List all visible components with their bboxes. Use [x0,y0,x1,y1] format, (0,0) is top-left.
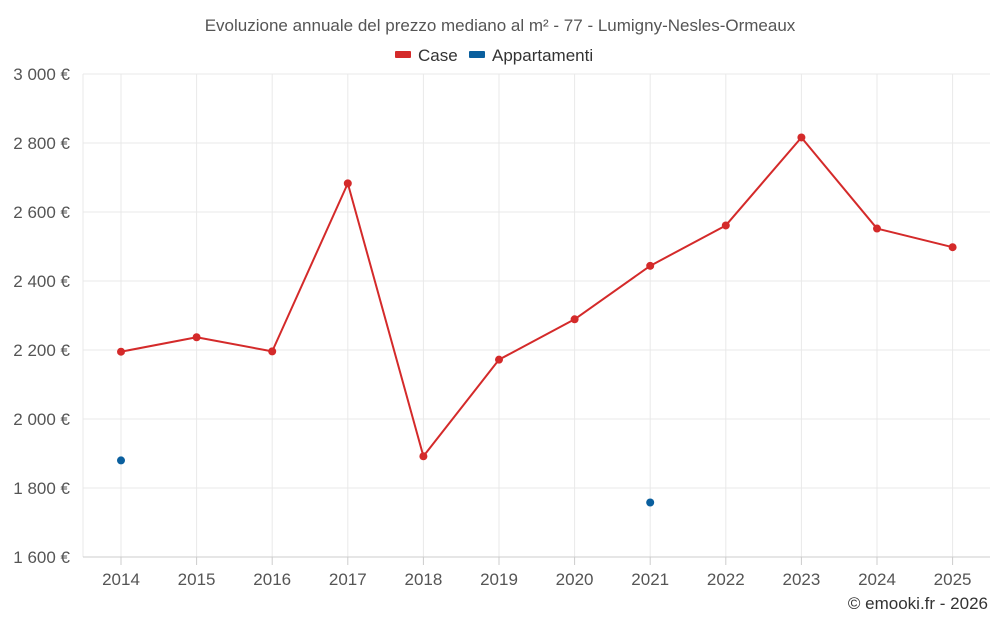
data-point-case[interactable] [646,261,655,270]
x-axis: 2014 2015 2016 2017 2018 2019 2020 2021 2022 2023… [83,556,990,589]
chart-title: Evoluzione annuale del prezzo mediano al… [205,16,796,35]
y-tick-label: 2 000 € [13,410,70,429]
x-tick-label: 2025 [934,570,972,589]
y-axis: 1 600 € 1 800 € 2 000 € 2 200 € 2 400 € 2 600… [13,65,70,567]
data-point-case[interactable] [419,452,428,461]
y-tick-label: 2 400 € [13,272,70,291]
x-tick-label: 2016 [253,570,291,589]
y-tick-label: 2 800 € [13,134,70,153]
y-tick-label: 2 200 € [13,341,70,360]
legend-swatch-case [395,51,411,58]
data-point-case[interactable] [797,133,806,142]
x-tick-label: 2019 [480,570,518,589]
x-tick-label: 2022 [707,570,745,589]
credit-text: © emooki.fr - 2026 [848,594,988,613]
y-tick-label: 3 000 € [13,65,70,84]
data-point-appartamenti[interactable] [117,456,125,465]
series-appartamenti [117,456,655,507]
x-tick-label: 2015 [178,570,216,589]
x-tick-label: 2024 [858,570,896,589]
y-tick-label: 2 600 € [13,203,70,222]
y-tick-label: 1 600 € [13,548,70,567]
x-tick-label: 2017 [329,570,367,589]
data-point-case[interactable] [873,224,881,233]
x-tick-label: 2014 [102,570,140,589]
legend-label-appartamenti[interactable]: Appartamenti [492,46,593,65]
x-tick-label: 2021 [631,570,669,589]
grid [82,73,990,558]
data-point-case[interactable] [268,347,277,356]
data-point-case[interactable] [570,315,579,324]
series-line-case [120,136,953,458]
legend-swatch-appartamenti [469,51,485,58]
legend: Case Appartamenti [395,46,593,65]
data-point-case[interactable] [117,347,125,356]
data-point-case[interactable] [721,221,730,230]
legend-label-case[interactable]: Case [418,46,458,65]
data-point-case[interactable] [948,243,957,252]
data-point-case[interactable] [343,179,352,188]
x-tick-label: 2023 [782,570,820,589]
data-point-case[interactable] [192,333,201,342]
data-point-appartamenti[interactable] [646,498,655,507]
series-case [117,133,957,461]
y-tick-label: 1 800 € [13,479,70,498]
data-point-case[interactable] [495,355,503,364]
series [117,133,957,507]
x-tick-label: 2020 [556,570,594,589]
x-tick-label: 2018 [404,570,442,589]
